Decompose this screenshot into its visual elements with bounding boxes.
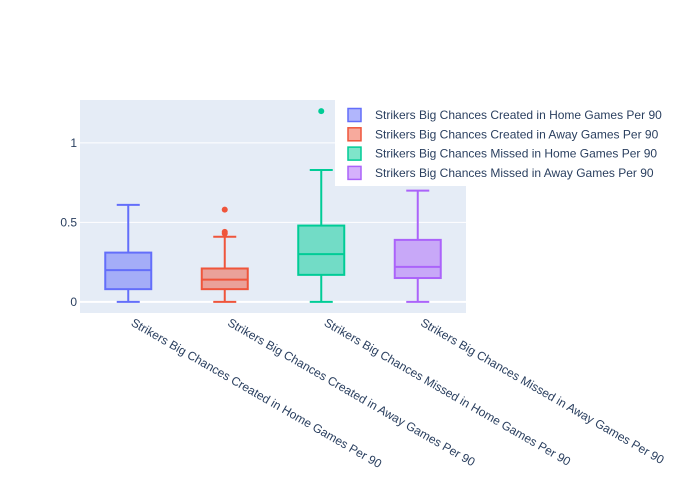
legend-swatch: [347, 165, 362, 181]
box-series: [104, 108, 442, 303]
legend-item[interactable]: Strikers Big Chances Created in Away Gam…: [347, 127, 659, 142]
legend-background: [335, 100, 695, 186]
legend-swatch: [347, 127, 362, 142]
x-axis-ticks: Strikers Big Chances Created in Home Gam…: [129, 315, 667, 471]
y-tick-label: 0: [70, 295, 77, 309]
legend-label: Strikers Big Chances Created in Away Gam…: [375, 127, 659, 141]
legend-label: Strikers Big Chances Missed in Away Game…: [375, 166, 654, 180]
outlier-point: [318, 108, 325, 115]
box-4: [393, 189, 442, 303]
y-tick-label: 1: [70, 136, 77, 150]
legend: Strikers Big Chances Created in Home Gam…: [335, 100, 695, 186]
box-2: [200, 206, 249, 303]
outlier-point: [221, 228, 228, 235]
legend-swatch: [347, 107, 362, 123]
y-axis-ticks: 00.51: [60, 136, 77, 309]
legend-item[interactable]: Strikers Big Chances Missed in Home Game…: [347, 146, 657, 161]
legend-item[interactable]: Strikers Big Chances Created in Home Gam…: [347, 107, 662, 123]
legend-item[interactable]: Strikers Big Chances Missed in Away Game…: [347, 165, 654, 181]
legend-label: Strikers Big Chances Created in Home Gam…: [375, 108, 662, 122]
box-iqr: [393, 238, 442, 280]
legend-label: Strikers Big Chances Missed in Home Game…: [375, 147, 657, 161]
y-tick-label: 0.5: [60, 215, 77, 229]
box-1: [104, 203, 153, 303]
box-3: [297, 108, 346, 303]
outlier-point: [221, 206, 228, 213]
legend-swatch: [347, 146, 362, 161]
box-iqr: [297, 224, 346, 276]
